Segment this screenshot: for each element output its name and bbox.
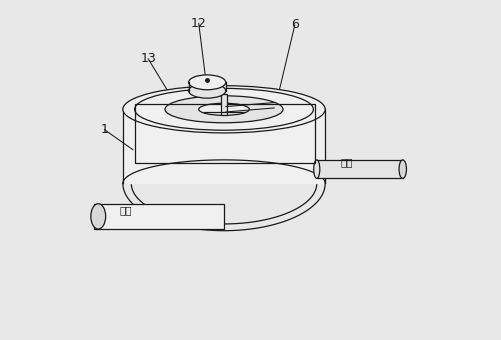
Polygon shape <box>123 109 325 184</box>
Bar <box>134 104 315 163</box>
Bar <box>94 204 223 229</box>
Text: 1: 1 <box>100 123 108 136</box>
Ellipse shape <box>313 160 319 178</box>
Polygon shape <box>96 204 98 229</box>
Text: 进料: 进料 <box>340 157 352 167</box>
Text: 12: 12 <box>190 17 206 30</box>
Text: 出灰: 出灰 <box>119 205 132 215</box>
Ellipse shape <box>398 160 406 178</box>
Text: 13: 13 <box>140 52 156 65</box>
Text: 6: 6 <box>290 18 298 32</box>
Ellipse shape <box>91 204 105 229</box>
Bar <box>188 82 225 91</box>
Ellipse shape <box>188 83 225 98</box>
Bar <box>220 94 226 115</box>
Bar <box>316 160 402 178</box>
Ellipse shape <box>134 88 313 130</box>
Ellipse shape <box>188 75 225 90</box>
Ellipse shape <box>123 86 325 133</box>
Ellipse shape <box>198 103 249 115</box>
Ellipse shape <box>165 96 283 123</box>
